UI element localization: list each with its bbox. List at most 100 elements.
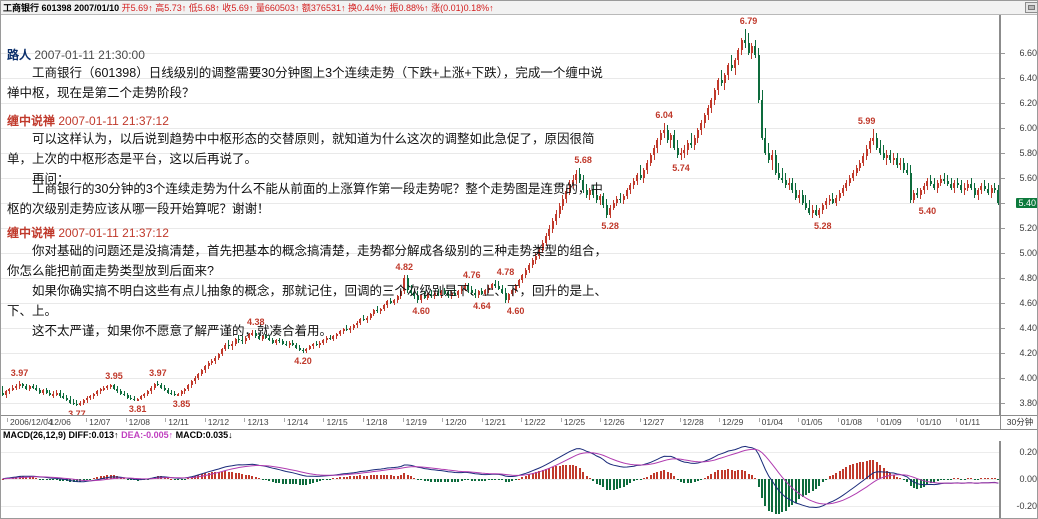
candle-body xyxy=(285,343,288,345)
candle-body xyxy=(585,190,588,195)
stock-code: 601398 xyxy=(41,3,72,13)
candle-body xyxy=(622,196,625,200)
gridline xyxy=(1,277,999,279)
quote-date: 2007/01/10 xyxy=(74,3,120,13)
macd-diff-line xyxy=(2,445,999,509)
quote-field-value: 0.44%↑ xyxy=(356,3,388,13)
macd-histogram-bar xyxy=(713,472,716,479)
candle-body xyxy=(518,280,521,285)
macd-histogram-bar xyxy=(389,475,392,479)
macd-histogram-bar xyxy=(258,478,261,480)
macd-histogram-bar xyxy=(774,478,777,514)
candle-body xyxy=(609,207,612,215)
period-label[interactable]: 30分钟 xyxy=(1000,416,1037,429)
macd-histogram-bar xyxy=(980,478,983,480)
stock-name: 工商银行 xyxy=(3,3,40,13)
date-axis-label: 12/15 xyxy=(326,417,348,427)
macd-histogram-bar xyxy=(302,478,305,485)
quote-field-label: 额 xyxy=(299,3,311,13)
candle-body xyxy=(403,277,406,292)
candle-body xyxy=(528,265,531,270)
price-annotation: 4.82 xyxy=(395,262,414,272)
macd-histogram-bar xyxy=(453,478,456,483)
macd-histogram-bar xyxy=(788,478,791,508)
candle-body xyxy=(302,350,305,352)
candle-body xyxy=(696,130,699,138)
candle-body xyxy=(305,348,308,352)
macd-histogram-bar xyxy=(474,478,477,482)
date-tickmark xyxy=(442,418,444,422)
candle-body xyxy=(521,275,524,280)
date-tickmark xyxy=(758,418,760,422)
candle-body xyxy=(21,383,24,387)
macd-histogram-bar xyxy=(558,465,561,479)
restore-icon[interactable] xyxy=(1025,2,1037,13)
candle-body xyxy=(153,383,156,388)
candle-body xyxy=(524,270,527,275)
candle-body xyxy=(69,400,72,403)
candle-body xyxy=(156,383,159,385)
macd-histogram-bar xyxy=(551,467,554,479)
date-axis-label: 12/27 xyxy=(642,417,665,427)
candle-body xyxy=(730,65,733,68)
macd-histogram-bar xyxy=(207,472,210,479)
macd-histogram-bar xyxy=(545,469,548,479)
price-annotation: 5.40 xyxy=(918,205,937,216)
quote-field-value: 5.69↑ xyxy=(130,3,153,13)
candle-body xyxy=(963,187,966,190)
macd-histogram-bar xyxy=(352,476,355,479)
macd-histogram-bar xyxy=(298,478,301,485)
candlestick-plot[interactable]: 3.97 3.77 3.95 3.81 3.97 3.85 4.38 4.20 4.82 4.60… xyxy=(1,15,1000,415)
price-axis-tick: 4.40 xyxy=(1019,322,1037,333)
candle-body xyxy=(912,192,915,200)
candle-body xyxy=(96,391,99,394)
candle-body xyxy=(744,40,747,43)
macd-histogram-bar xyxy=(376,475,379,479)
macd-histogram-bar xyxy=(909,478,912,487)
candle-body xyxy=(322,340,325,343)
macd-histogram-bar xyxy=(541,469,544,479)
quote-field-value: 5.73↑ xyxy=(164,3,187,13)
candle-wick xyxy=(619,192,621,203)
candle-body xyxy=(538,250,541,257)
macd-histogram-bar xyxy=(646,476,649,479)
date-tickmark xyxy=(323,418,325,422)
macd-histogram-bar xyxy=(858,462,861,479)
candle-body xyxy=(929,181,932,184)
gridline xyxy=(1,77,999,79)
candle-body xyxy=(214,357,217,362)
candle-wick xyxy=(781,167,783,183)
date-axis-label: 2006/12/04 xyxy=(10,417,53,427)
quote-field-value: 660503↑ xyxy=(264,3,300,13)
macd-histogram-bar xyxy=(862,461,865,479)
candle-body xyxy=(548,228,551,237)
candle-body xyxy=(474,292,477,295)
price-annotation: 5.74 xyxy=(672,163,690,173)
candle-body xyxy=(491,283,494,288)
macd-histogram-bar xyxy=(224,471,227,479)
macd-histogram-bar xyxy=(993,477,996,479)
candle-body xyxy=(690,142,693,145)
macd-plot[interactable] xyxy=(1,441,1000,518)
candle-body xyxy=(848,177,851,183)
macd-histogram-bar xyxy=(727,469,730,479)
candle-body xyxy=(113,385,116,389)
candle-wick xyxy=(832,192,834,204)
candle-body xyxy=(693,137,696,145)
candle-wick xyxy=(376,306,378,313)
candle-body xyxy=(1,392,4,395)
macd-histogram-bar xyxy=(777,478,780,514)
macd-histogram-bar xyxy=(690,478,693,484)
candle-body xyxy=(143,393,146,397)
macd-histogram-bar xyxy=(430,478,433,482)
candle-body xyxy=(55,392,58,395)
date-tickmark xyxy=(600,418,602,422)
gridline xyxy=(1,327,999,329)
candle-body xyxy=(494,283,497,287)
date-tickmark xyxy=(679,418,681,422)
candle-body xyxy=(248,333,251,338)
price-axis-tickmark xyxy=(1001,77,1005,79)
candle-body xyxy=(933,183,936,188)
macd-histogram-bar xyxy=(869,460,872,479)
price-annotation: 4.38 xyxy=(247,317,265,327)
